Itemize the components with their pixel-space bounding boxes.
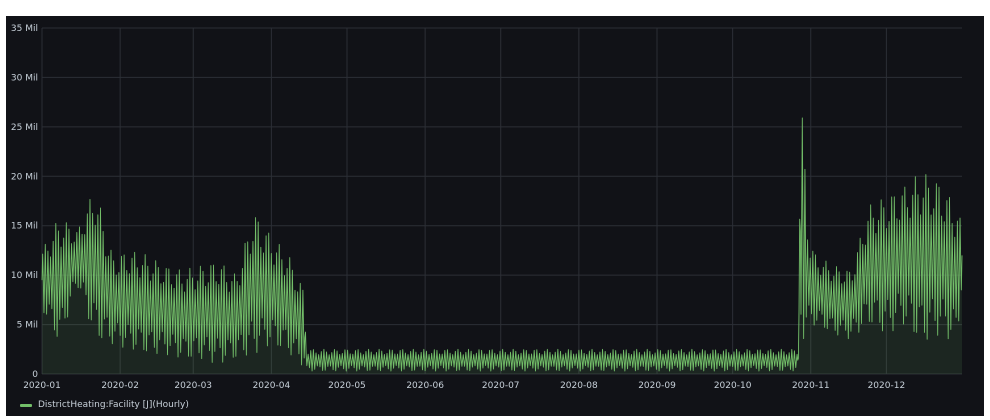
x-axis-ticks: 2020-01 2020-02 2020-03 2020-04 2020-05 2020-… xyxy=(23,381,905,391)
x-tick-label: 2020-04 xyxy=(253,381,291,391)
legend-swatch-icon xyxy=(20,403,32,407)
y-tick-label: 25 Mil xyxy=(11,123,38,133)
y-tick-label: 35 Mil xyxy=(11,24,38,34)
series-line xyxy=(41,117,963,372)
x-tick-label: 2020-11 xyxy=(792,381,830,391)
y-tick-label: 10 Mil xyxy=(11,271,38,281)
y-tick-label: 5 Mil xyxy=(17,321,38,331)
x-tick-label: 2020-02 xyxy=(101,381,139,391)
x-tick-label: 2020-08 xyxy=(560,381,598,391)
x-tick-label: 2020-01 xyxy=(23,381,61,391)
series-layer xyxy=(41,117,963,374)
x-tick-label: 2020-05 xyxy=(328,381,366,391)
x-tick-label: 2020-10 xyxy=(714,381,752,391)
x-tick-label: 2020-12 xyxy=(868,381,906,391)
legend-label[interactable]: DistrictHeating:Facility [J](Hourly) xyxy=(38,400,189,410)
district-heating-chart: 0 5 Mil 10 Mil 15 Mil 20 Mil 25 Mil 30 Mil 35 M… xyxy=(11,24,963,391)
y-tick-label: 30 Mil xyxy=(11,73,38,83)
x-tick-label: 2020-03 xyxy=(174,381,212,391)
y-tick-label: 0 xyxy=(32,370,38,380)
x-tick-label: 2020-07 xyxy=(482,381,520,391)
grid-lines xyxy=(41,27,962,375)
y-tick-label: 20 Mil xyxy=(11,172,38,182)
x-tick-label: 2020-06 xyxy=(406,381,444,391)
y-tick-label: 15 Mil xyxy=(11,222,38,232)
chart-panel: 0 5 Mil 10 Mil 15 Mil 20 Mil 25 Mil 30 Mil 35 M… xyxy=(6,16,984,416)
y-axis-ticks: 0 5 Mil 10 Mil 15 Mil 20 Mil 25 Mil 30 Mil 35 M… xyxy=(11,24,38,380)
x-tick-label: 2020-09 xyxy=(638,381,676,391)
legend[interactable]: DistrictHeating:Facility [J](Hourly) xyxy=(20,398,189,412)
